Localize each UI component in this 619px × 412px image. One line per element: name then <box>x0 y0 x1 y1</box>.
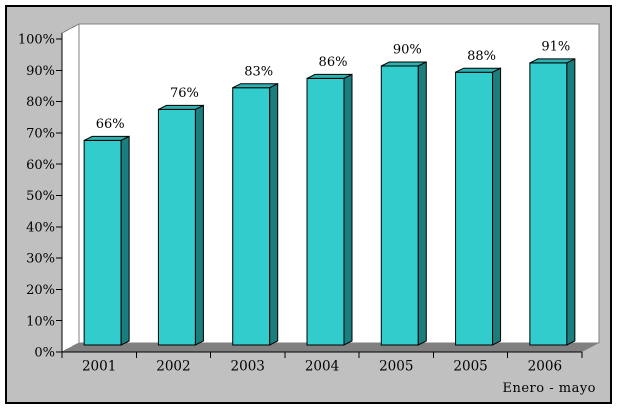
bar-side <box>194 104 204 346</box>
bar-value-label: 76% <box>170 86 199 101</box>
y-axis-label: 70% <box>26 126 55 141</box>
category-label: 2005 <box>379 359 413 375</box>
y-axis-label: 30% <box>26 252 55 267</box>
category-label: 2004 <box>305 359 339 375</box>
bar-side <box>417 61 427 346</box>
bar-side <box>492 67 502 346</box>
bar-value-label: 91% <box>541 39 570 54</box>
bar-front <box>83 139 122 346</box>
bar-value-label: 86% <box>319 55 348 70</box>
bar-value-label: 88% <box>467 49 496 64</box>
bar-value-label: 90% <box>393 43 422 58</box>
chart-frame: 0% 10% 20% 30% 40% 50% 60% 70% 80% 90% 100% 66% 2001… <box>5 5 612 404</box>
bar-front <box>306 77 345 346</box>
bar-front <box>380 65 419 346</box>
y-axis-label: 60% <box>26 158 55 173</box>
category-label: 2002 <box>156 359 190 375</box>
y-axis-label: 40% <box>26 220 55 235</box>
category-label: 2006 <box>528 359 562 375</box>
bar-front <box>157 108 196 346</box>
y-axis-label: 90% <box>26 64 55 79</box>
bar-side <box>269 82 279 346</box>
bar-value-label: 83% <box>244 64 273 79</box>
bar-front <box>529 62 568 346</box>
y-axis-label: 100% <box>18 33 55 48</box>
bar-front <box>232 87 271 346</box>
category-label: 2005 <box>453 359 487 375</box>
y-axis-label: 20% <box>26 283 55 298</box>
period-note: Enero - mayo <box>502 381 596 396</box>
bar-side <box>566 58 576 346</box>
y-axis-label: 80% <box>26 95 55 110</box>
y-axis-label: 0% <box>34 346 55 361</box>
category-label: 2003 <box>231 359 265 375</box>
y-axis-label: 50% <box>26 189 55 204</box>
side-wall <box>61 23 80 353</box>
bar-front <box>455 71 494 346</box>
bar-side <box>343 73 353 346</box>
category-label: 2001 <box>82 359 116 375</box>
bar-chart-canvas: 0% 10% 20% 30% 40% 50% 60% 70% 80% 90% 100% 66% 2001… <box>18 23 600 375</box>
bar-value-label: 66% <box>96 117 125 132</box>
bar-side <box>120 135 130 346</box>
y-axis-label: 10% <box>26 314 55 329</box>
